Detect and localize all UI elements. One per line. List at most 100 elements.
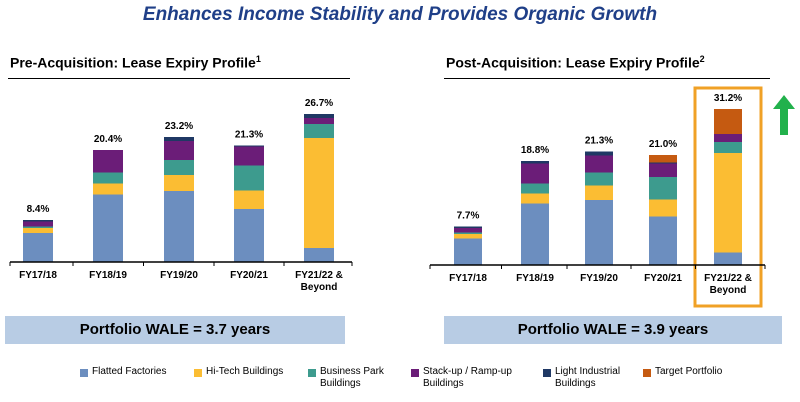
legend-label: Stack-up / Ramp-up Buildings xyxy=(423,366,512,389)
bar-segment-light-industrial-buildings-fy19-20 xyxy=(164,137,194,141)
legend-item-flatted-factories: Flatted Factories xyxy=(80,366,166,378)
bar-segment-light-industrial-buildings-fy17-18 xyxy=(23,220,53,222)
bar-segment-light-industrial-buildings-fy21-22-beyond xyxy=(304,114,334,118)
pre-acquisition-chart: 8.4% FY17/18 20.4% FY18/19 23.2% FY19/20 21.3%… xyxy=(9,98,353,293)
chart-legend: Flatted Factories Hi-Tech Buildings Busi… xyxy=(0,366,800,402)
legend-item-stack-up-ramp-up-buildings: Stack-up / Ramp-up Buildings xyxy=(411,366,512,390)
total-label-fy20-21: 21.3% xyxy=(235,130,263,141)
bar-segment-flatted-factories-fy17-18 xyxy=(454,238,482,265)
total-label-fy19-20: 23.2% xyxy=(165,121,193,132)
legend-swatch xyxy=(643,369,651,377)
total-label-fy21-22-beyond: 31.2% xyxy=(714,93,742,104)
legend-label: Light Industrial Buildings xyxy=(555,366,621,389)
bar-segment-stack-up-ramp-up-buildings-fy19-20 xyxy=(585,155,613,173)
legend-swatch xyxy=(308,369,316,377)
total-label-fy19-20: 21.3% xyxy=(585,136,613,147)
bar-segment-stack-up-ramp-up-buildings-fy19-20 xyxy=(164,141,194,160)
pre-acquisition-title-text: Pre-Acquisition: Lease Expiry Profile xyxy=(10,54,256,71)
bar-segment-stack-up-ramp-up-buildings-fy17-18 xyxy=(454,228,482,233)
post-acquisition-wale-box: Portfolio WALE = 3.9 years xyxy=(444,316,782,344)
post-acquisition-footnote-marker: 2 xyxy=(699,54,705,64)
category-label-fy18-19: FY18/19 xyxy=(89,270,127,281)
bar-segment-business-park-buildings-fy19-20 xyxy=(585,172,613,186)
bar-segment-hi-tech-buildings-fy18-19 xyxy=(93,183,123,195)
bar-segment-stack-up-ramp-up-buildings-fy17-18 xyxy=(23,221,53,227)
bar-segment-stack-up-ramp-up-buildings-fy20-21 xyxy=(234,146,264,166)
bar-segment-business-park-buildings-fy18-19 xyxy=(521,183,549,194)
bar-segment-business-park-buildings-fy20-21 xyxy=(234,165,264,191)
bar-segment-light-industrial-buildings-fy20-21 xyxy=(234,145,264,147)
bar-segment-hi-tech-buildings-fy17-18 xyxy=(454,234,482,239)
legend-label: Business Park Buildings xyxy=(320,366,384,389)
category-label-fy21-22-beyond: FY21/22 & xyxy=(704,273,752,284)
bar-segment-hi-tech-buildings-fy21-22-beyond xyxy=(714,153,742,253)
category-label-fy17-18: FY17/18 xyxy=(449,273,487,284)
bar-segment-business-park-buildings-fy18-19 xyxy=(93,172,123,184)
total-label-fy18-19: 20.4% xyxy=(94,134,122,145)
bar-segment-flatted-factories-fy20-21 xyxy=(234,209,264,262)
pre-acquisition-panel-title: Pre-Acquisition: Lease Expiry Profile1 xyxy=(10,54,261,71)
bar-segment-light-industrial-buildings-fy20-21 xyxy=(649,162,677,164)
bar-segment-hi-tech-buildings-fy18-19 xyxy=(521,193,549,204)
bar-segment-flatted-factories-fy19-20 xyxy=(585,200,613,265)
bar-segment-target-portfolio-fy20-21 xyxy=(649,155,677,163)
legend-swatch xyxy=(543,369,551,377)
legend-item-light-industrial-buildings: Light Industrial Buildings xyxy=(543,366,620,390)
bar-segment-stack-up-ramp-up-buildings-fy18-19 xyxy=(93,150,123,173)
legend-item-hi-tech-buildings: Hi-Tech Buildings xyxy=(194,366,283,378)
bar-segment-business-park-buildings-fy21-22-beyond xyxy=(714,142,742,153)
highlight-box xyxy=(693,86,763,308)
bar-segment-hi-tech-buildings-fy19-20 xyxy=(585,185,613,200)
bar-segment-business-park-buildings-fy19-20 xyxy=(164,160,194,175)
bar-segment-business-park-buildings-fy17-18 xyxy=(454,232,482,234)
page-title: Enhances Income Stability and Provides O… xyxy=(142,4,658,25)
bar-segment-light-industrial-buildings-fy18-19 xyxy=(521,161,549,164)
pre-acquisition-title-rule xyxy=(8,78,350,79)
total-label-fy17-18: 7.7% xyxy=(457,211,480,222)
bar-segment-hi-tech-buildings-fy20-21 xyxy=(234,190,264,209)
bar-segment-light-industrial-buildings-fy19-20 xyxy=(585,151,613,156)
legend-swatch xyxy=(194,369,202,377)
category-label-fy19-20: FY19/20 xyxy=(160,270,198,281)
bar-segment-hi-tech-buildings-fy19-20 xyxy=(164,175,194,191)
bar-segment-flatted-factories-fy21-22-beyond xyxy=(714,252,742,265)
legend-label: Target Portfolio xyxy=(655,366,723,377)
bar-segment-business-park-buildings-fy21-22-beyond xyxy=(304,124,334,138)
legend-label: Hi-Tech Buildings xyxy=(206,366,284,377)
category-label-fy20-21: FY20/21 xyxy=(230,270,268,281)
total-label-fy21-22-beyond: 26.7% xyxy=(305,98,333,109)
bar-segment-light-industrial-buildings-fy17-18 xyxy=(454,226,482,228)
bar-segment-flatted-factories-fy17-18 xyxy=(23,233,53,262)
bar-segment-flatted-factories-fy21-22-beyond xyxy=(304,248,334,262)
bar-segment-flatted-factories-fy18-19 xyxy=(93,194,123,262)
bar-segment-stack-up-ramp-up-buildings-fy21-22-beyond xyxy=(304,118,334,124)
category-label-fy21-22-beyond: Beyond xyxy=(301,282,338,293)
category-label-fy21-22-beyond: Beyond xyxy=(710,285,747,296)
pre-acquisition-footnote-marker: 1 xyxy=(255,54,261,64)
bar-segment-target-portfolio-fy21-22-beyond xyxy=(714,109,742,134)
legend-item-business-park-buildings: Business Park Buildings xyxy=(308,366,384,390)
legend-swatch xyxy=(80,369,88,377)
pre-acquisition-wale-box: Portfolio WALE = 3.7 years xyxy=(5,316,345,344)
post-acquisition-title-text: Post-Acquisition: Lease Expiry Profile xyxy=(446,54,700,71)
post-acquisition-chart: 7.7% FY17/18 18.8% FY18/19 21.3% FY19/20 21.0%… xyxy=(429,86,766,308)
legend-swatch xyxy=(411,369,419,377)
bar-segment-business-park-buildings-fy20-21 xyxy=(649,177,677,200)
bar-segment-flatted-factories-fy19-20 xyxy=(164,191,194,262)
bar-segment-hi-tech-buildings-fy20-21 xyxy=(649,199,677,217)
bar-segment-stack-up-ramp-up-buildings-fy20-21 xyxy=(649,163,677,177)
total-label-fy17-18: 8.4% xyxy=(27,204,50,215)
bar-segment-flatted-factories-fy18-19 xyxy=(521,203,549,265)
category-label-fy17-18: FY17/18 xyxy=(19,270,57,281)
legend-label: Flatted Factories xyxy=(92,366,167,377)
bar-segment-stack-up-ramp-up-buildings-fy18-19 xyxy=(521,163,549,184)
bar-segment-business-park-buildings-fy17-18 xyxy=(23,226,53,228)
category-label-fy21-22-beyond: FY21/22 & xyxy=(295,270,343,281)
legend-item-target-portfolio: Target Portfolio xyxy=(643,366,722,378)
post-acquisition-title-rule xyxy=(444,78,770,79)
bar-segment-stack-up-ramp-up-buildings-fy21-22-beyond xyxy=(714,134,742,142)
total-label-fy20-21: 21.0% xyxy=(649,139,677,150)
category-label-fy20-21: FY20/21 xyxy=(644,273,682,284)
bar-segment-flatted-factories-fy20-21 xyxy=(649,216,677,265)
growth-up-arrow-icon xyxy=(773,95,795,135)
